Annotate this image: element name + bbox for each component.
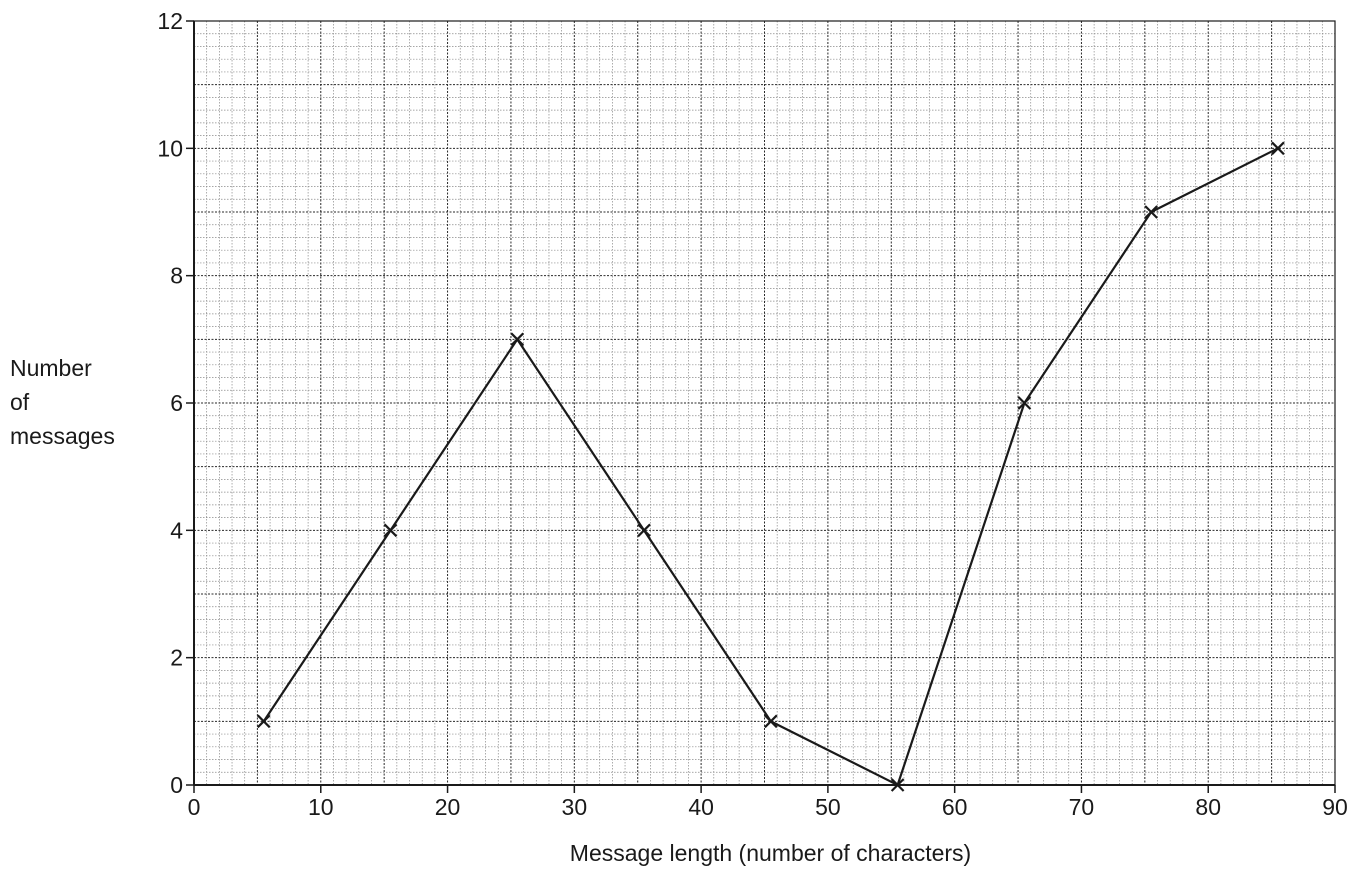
grid: [194, 21, 1335, 785]
y-axis-title-line: of: [10, 389, 30, 415]
x-tick-label: 10: [308, 794, 334, 820]
y-axis-title-line: messages: [10, 423, 115, 449]
y-tick-label: 4: [170, 517, 183, 543]
y-tick-label: 12: [157, 8, 183, 34]
data-point-marker: [510, 332, 525, 347]
marker-stroke: [383, 523, 398, 538]
x-tick-label: 20: [435, 794, 461, 820]
x-tick-label: 30: [562, 794, 588, 820]
x-tick-label: 40: [688, 794, 714, 820]
series: [256, 141, 1285, 792]
x-tick-label: 0: [188, 794, 201, 820]
x-tick-label: 70: [1069, 794, 1095, 820]
marker-stroke: [256, 714, 271, 729]
y-axis-title: Number of messages: [10, 355, 115, 449]
marker-stroke: [1144, 205, 1158, 219]
marker-stroke: [1271, 141, 1285, 156]
y-tick-label: 2: [170, 645, 183, 671]
data-point-marker: [383, 523, 398, 538]
data-point-marker: [764, 714, 778, 729]
x-tick-label: 90: [1322, 794, 1348, 820]
x-tick-label: 60: [942, 794, 968, 820]
data-point-marker: [637, 523, 651, 538]
y-axis-title-line: Number: [10, 355, 92, 381]
marker-stroke: [890, 778, 905, 792]
marker-stroke: [1017, 396, 1032, 410]
data-point-marker: [890, 778, 905, 792]
y-tick-label: 8: [170, 263, 183, 289]
marker-stroke: [510, 332, 525, 347]
marker-stroke: [764, 714, 778, 729]
y-tick-label: 10: [157, 135, 183, 161]
data-point-marker: [256, 714, 271, 729]
data-point-marker: [1271, 141, 1285, 156]
x-tick-label: 50: [815, 794, 841, 820]
tick-labels: 0 10 20 30 40 50 60 70 80 90 0 2 4 6 8 10 12: [157, 8, 1347, 820]
marker-stroke: [637, 523, 651, 538]
data-point-marker: [1144, 205, 1158, 219]
data-point-marker: [1017, 396, 1032, 410]
y-tick-label: 6: [170, 390, 183, 416]
x-axis-title: Message length (number of characters): [570, 840, 971, 866]
y-tick-label: 0: [170, 772, 183, 798]
x-tick-label: 80: [1195, 794, 1221, 820]
